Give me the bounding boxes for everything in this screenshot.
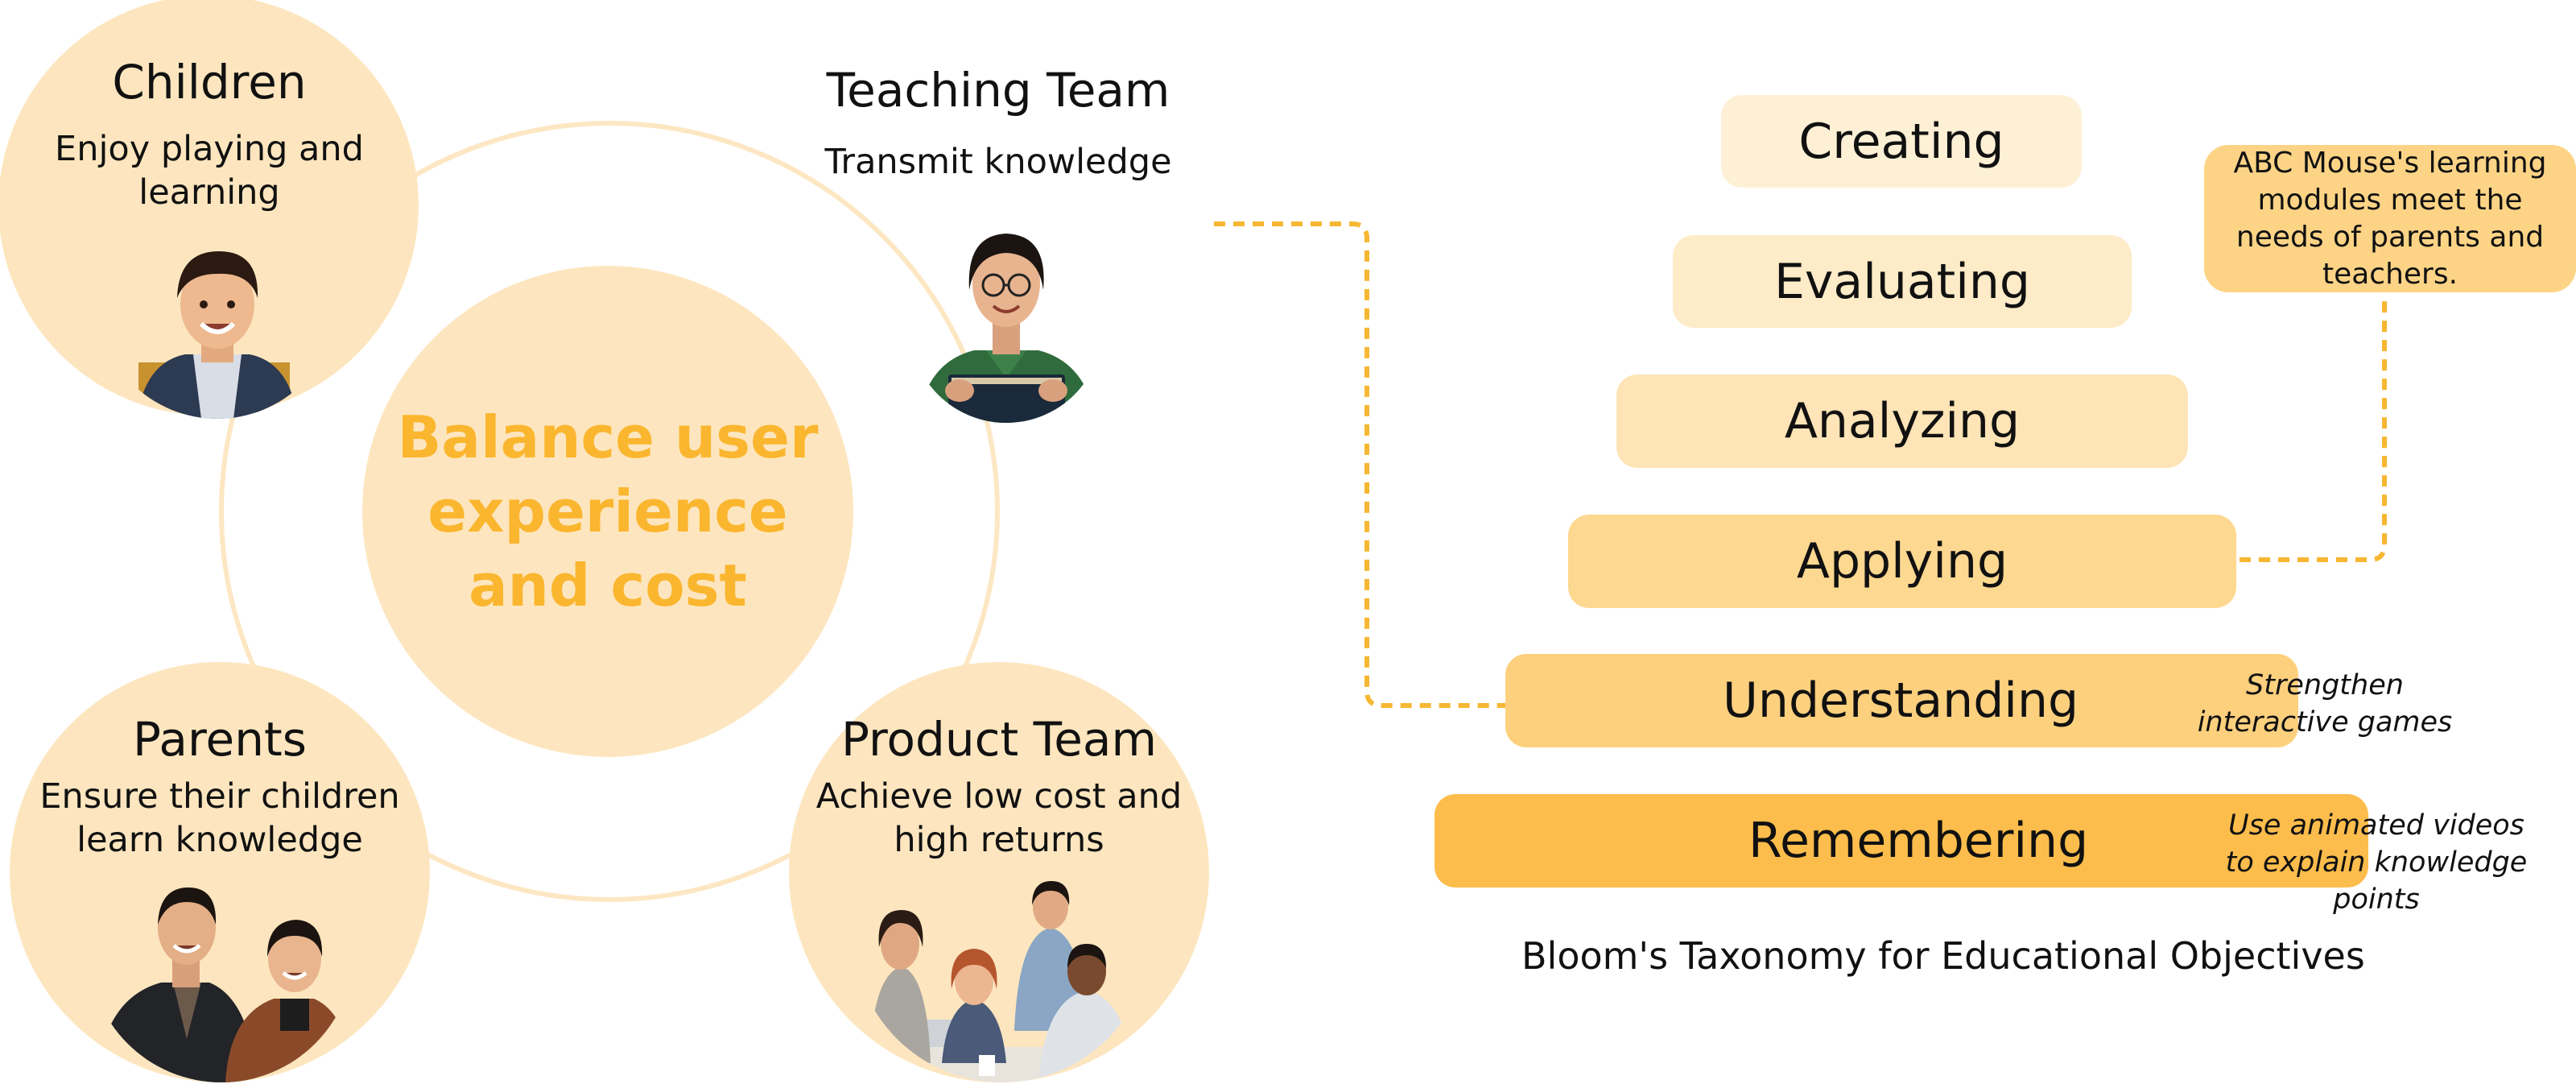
pyramid-caption: Bloom's Taxonomy for Educational Objecti… <box>1521 934 2365 978</box>
pyramid-level-analyzing: Analyzing <box>1616 374 2188 468</box>
applying-note-box: ABC Mouse's learning modules meet the ne… <box>2204 145 2576 292</box>
stakeholder-ring <box>219 121 1000 902</box>
parents-title: Parents <box>133 712 307 767</box>
understanding-note-label: Strengthen interactive games <box>2197 669 2453 739</box>
center-goal-circle: Balance user experience and cost <box>362 266 853 757</box>
product-team-circle <box>789 662 1209 1082</box>
children-title: Children <box>112 55 307 110</box>
product-team-description: Achieve low cost and high returns <box>815 776 1183 860</box>
teaching-team-description: Transmit knowledge <box>824 142 1172 182</box>
pyramid-level-evaluating: Evaluating <box>1673 235 2132 328</box>
product-team-title: Product Team <box>841 712 1157 767</box>
teaching-to-understanding-connector <box>1214 221 1539 708</box>
parents-photo <box>89 878 354 1082</box>
product-team-photo <box>853 878 1151 1082</box>
children-description: Enjoy playing and learning <box>55 129 364 213</box>
center-goal-text: Balance user experience and cost <box>397 403 819 619</box>
teacher-photo <box>910 217 1103 423</box>
applying-note-text: ABC Mouse's learning modules meet the ne… <box>2233 146 2547 291</box>
pyramid-level-applying: Applying <box>1568 515 2236 608</box>
child-photo <box>97 234 338 419</box>
remembering-note-text: Use animated videos to explain knowledge… <box>2215 807 2537 918</box>
teaching-team-title: Teaching Team <box>826 63 1170 118</box>
pyramid-level-creating: Creating <box>1721 95 2082 188</box>
parents-description: Ensure their children learn knowledge <box>39 776 400 860</box>
pyramid-level-understanding: Understanding <box>1505 654 2298 747</box>
understanding-note-text: Strengthen interactive games <box>2188 667 2462 741</box>
pyramid-level-remembering: Remembering <box>1435 794 2368 887</box>
remembering-note-label: Use animated videos to explain knowledge… <box>2225 809 2528 916</box>
